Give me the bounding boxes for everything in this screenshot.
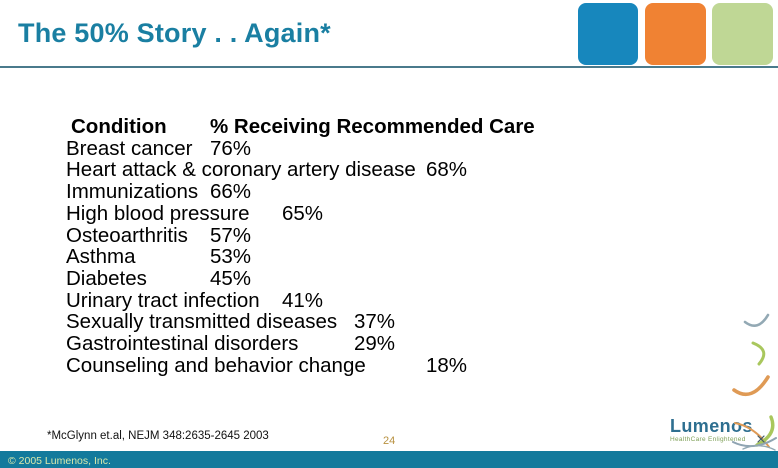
column-header-pct: % Receiving Recommended Care	[210, 115, 535, 138]
decor-square-green-icon	[712, 3, 773, 65]
table-row: Osteoarthritis 57%	[66, 223, 535, 247]
pct-value: 68%	[426, 158, 468, 182]
lumenos-logo: Lumenos HealthCare Enlightened	[670, 415, 777, 451]
swoosh-decor-icon	[732, 313, 770, 397]
table-row: Gastrointestinal disorders 29%	[66, 333, 535, 355]
pct-value: 66%	[210, 180, 252, 204]
page-number: 24	[383, 435, 396, 447]
condition-label: High blood pressure	[66, 201, 250, 225]
pct-value: 65%	[282, 201, 324, 225]
column-header-condition: Condition	[71, 115, 167, 138]
table-row: Heart attack & coronary artery disease 6…	[66, 159, 535, 181]
condition-label: Immunizations	[66, 180, 199, 204]
condition-label: Diabetes	[66, 266, 147, 290]
footer-bar: © 2005 Lumenos, Inc.	[0, 451, 778, 468]
table-row: Urinary tract infection 41%	[66, 288, 535, 312]
table-row: Counseling and behavior change 18%	[66, 353, 535, 377]
table-row: Asthma 53%	[66, 246, 535, 268]
care-table: Condition % Receiving Recommended Care B…	[66, 116, 535, 376]
footnote-citation: *McGlynn et.al, NEJM 348:2635-2645 2003	[47, 430, 269, 442]
pct-value: 76%	[210, 136, 252, 160]
pct-value: 53%	[210, 245, 252, 269]
condition-label: Breast cancer	[66, 136, 193, 160]
copyright-text: © 2005 Lumenos, Inc.	[8, 455, 111, 467]
decor-square-orange-icon	[645, 3, 706, 65]
table-row: Diabetes 45%	[66, 268, 535, 290]
pct-value: 18%	[426, 353, 468, 377]
decor-square-blue-icon	[578, 3, 638, 65]
pct-value: 57%	[210, 223, 252, 247]
condition-label: Counseling and behavior change	[66, 353, 366, 377]
title-divider	[0, 66, 778, 68]
table-row: High blood pressure 65%	[66, 201, 535, 225]
pct-value: 37%	[354, 310, 396, 334]
logo-swoosh-icon	[732, 415, 777, 451]
condition-label: Osteoarthritis	[66, 223, 188, 247]
table-header: Condition % Receiving Recommended Care	[66, 116, 535, 138]
table-row: Breast cancer 76%	[66, 136, 535, 160]
logo-wordmark: Lumenos	[670, 416, 753, 436]
table-row: Sexually transmitted diseases 37%	[66, 311, 535, 333]
condition-label: Urinary tract infection	[66, 288, 260, 312]
pct-value: 41%	[282, 288, 324, 312]
pct-value: 45%	[210, 266, 252, 290]
condition-label: Sexually transmitted diseases	[66, 310, 338, 334]
page-title: The 50% Story . . Again*	[18, 18, 331, 48]
logo-tagline: HealthCare Enlightened	[670, 436, 746, 443]
condition-label: Heart attack & coronary artery disease	[66, 158, 416, 182]
table-row: Immunizations 66%	[66, 181, 535, 203]
condition-label: Asthma	[66, 245, 136, 269]
pct-value: 29%	[354, 332, 396, 356]
condition-label: Gastrointestinal disorders	[66, 332, 299, 356]
